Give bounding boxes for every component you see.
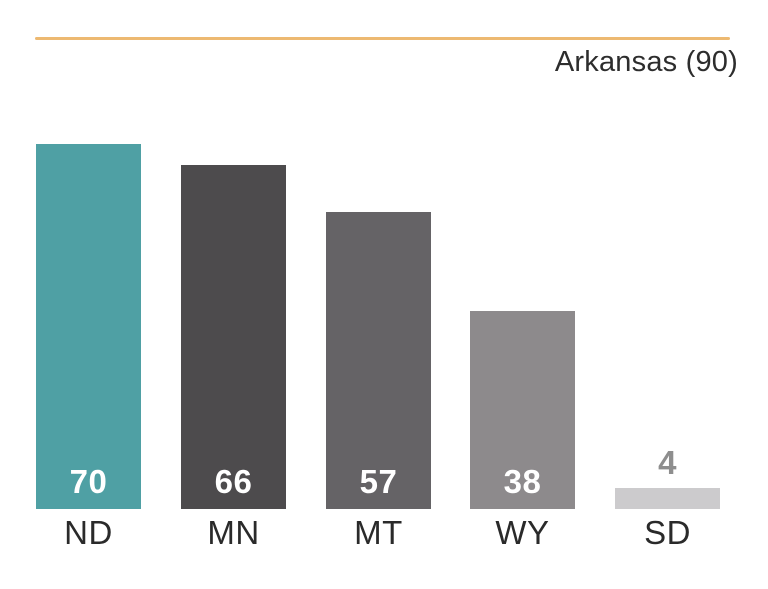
bar-group-sd: 4	[615, 444, 720, 509]
bar-group-wy: 38	[470, 311, 575, 509]
bar-group-nd: 70	[36, 144, 141, 509]
bar-value-label: 4	[658, 444, 677, 481]
bar-value-label: 57	[359, 463, 398, 500]
bar-mn	[181, 165, 286, 509]
bar-nd	[36, 144, 141, 509]
bar-category-label: SD	[644, 514, 691, 551]
bar-group-mn: 66	[181, 165, 286, 509]
bar-category-label: WY	[495, 514, 550, 551]
bar-category-label: ND	[64, 514, 113, 551]
bar-wy	[470, 311, 575, 509]
bar-category-label: MT	[354, 514, 403, 551]
bar-sd	[615, 488, 720, 509]
chart-title: Arkansas (90)	[554, 46, 738, 78]
bar-value-label: 38	[503, 463, 542, 500]
bar-value-label: 66	[214, 463, 253, 500]
bar-mt	[326, 212, 431, 509]
bar-category-label: MN	[207, 514, 260, 551]
bar-group-mt: 57	[326, 212, 431, 509]
bar-value-label: 70	[69, 463, 108, 500]
header-accent-rule	[35, 37, 730, 40]
